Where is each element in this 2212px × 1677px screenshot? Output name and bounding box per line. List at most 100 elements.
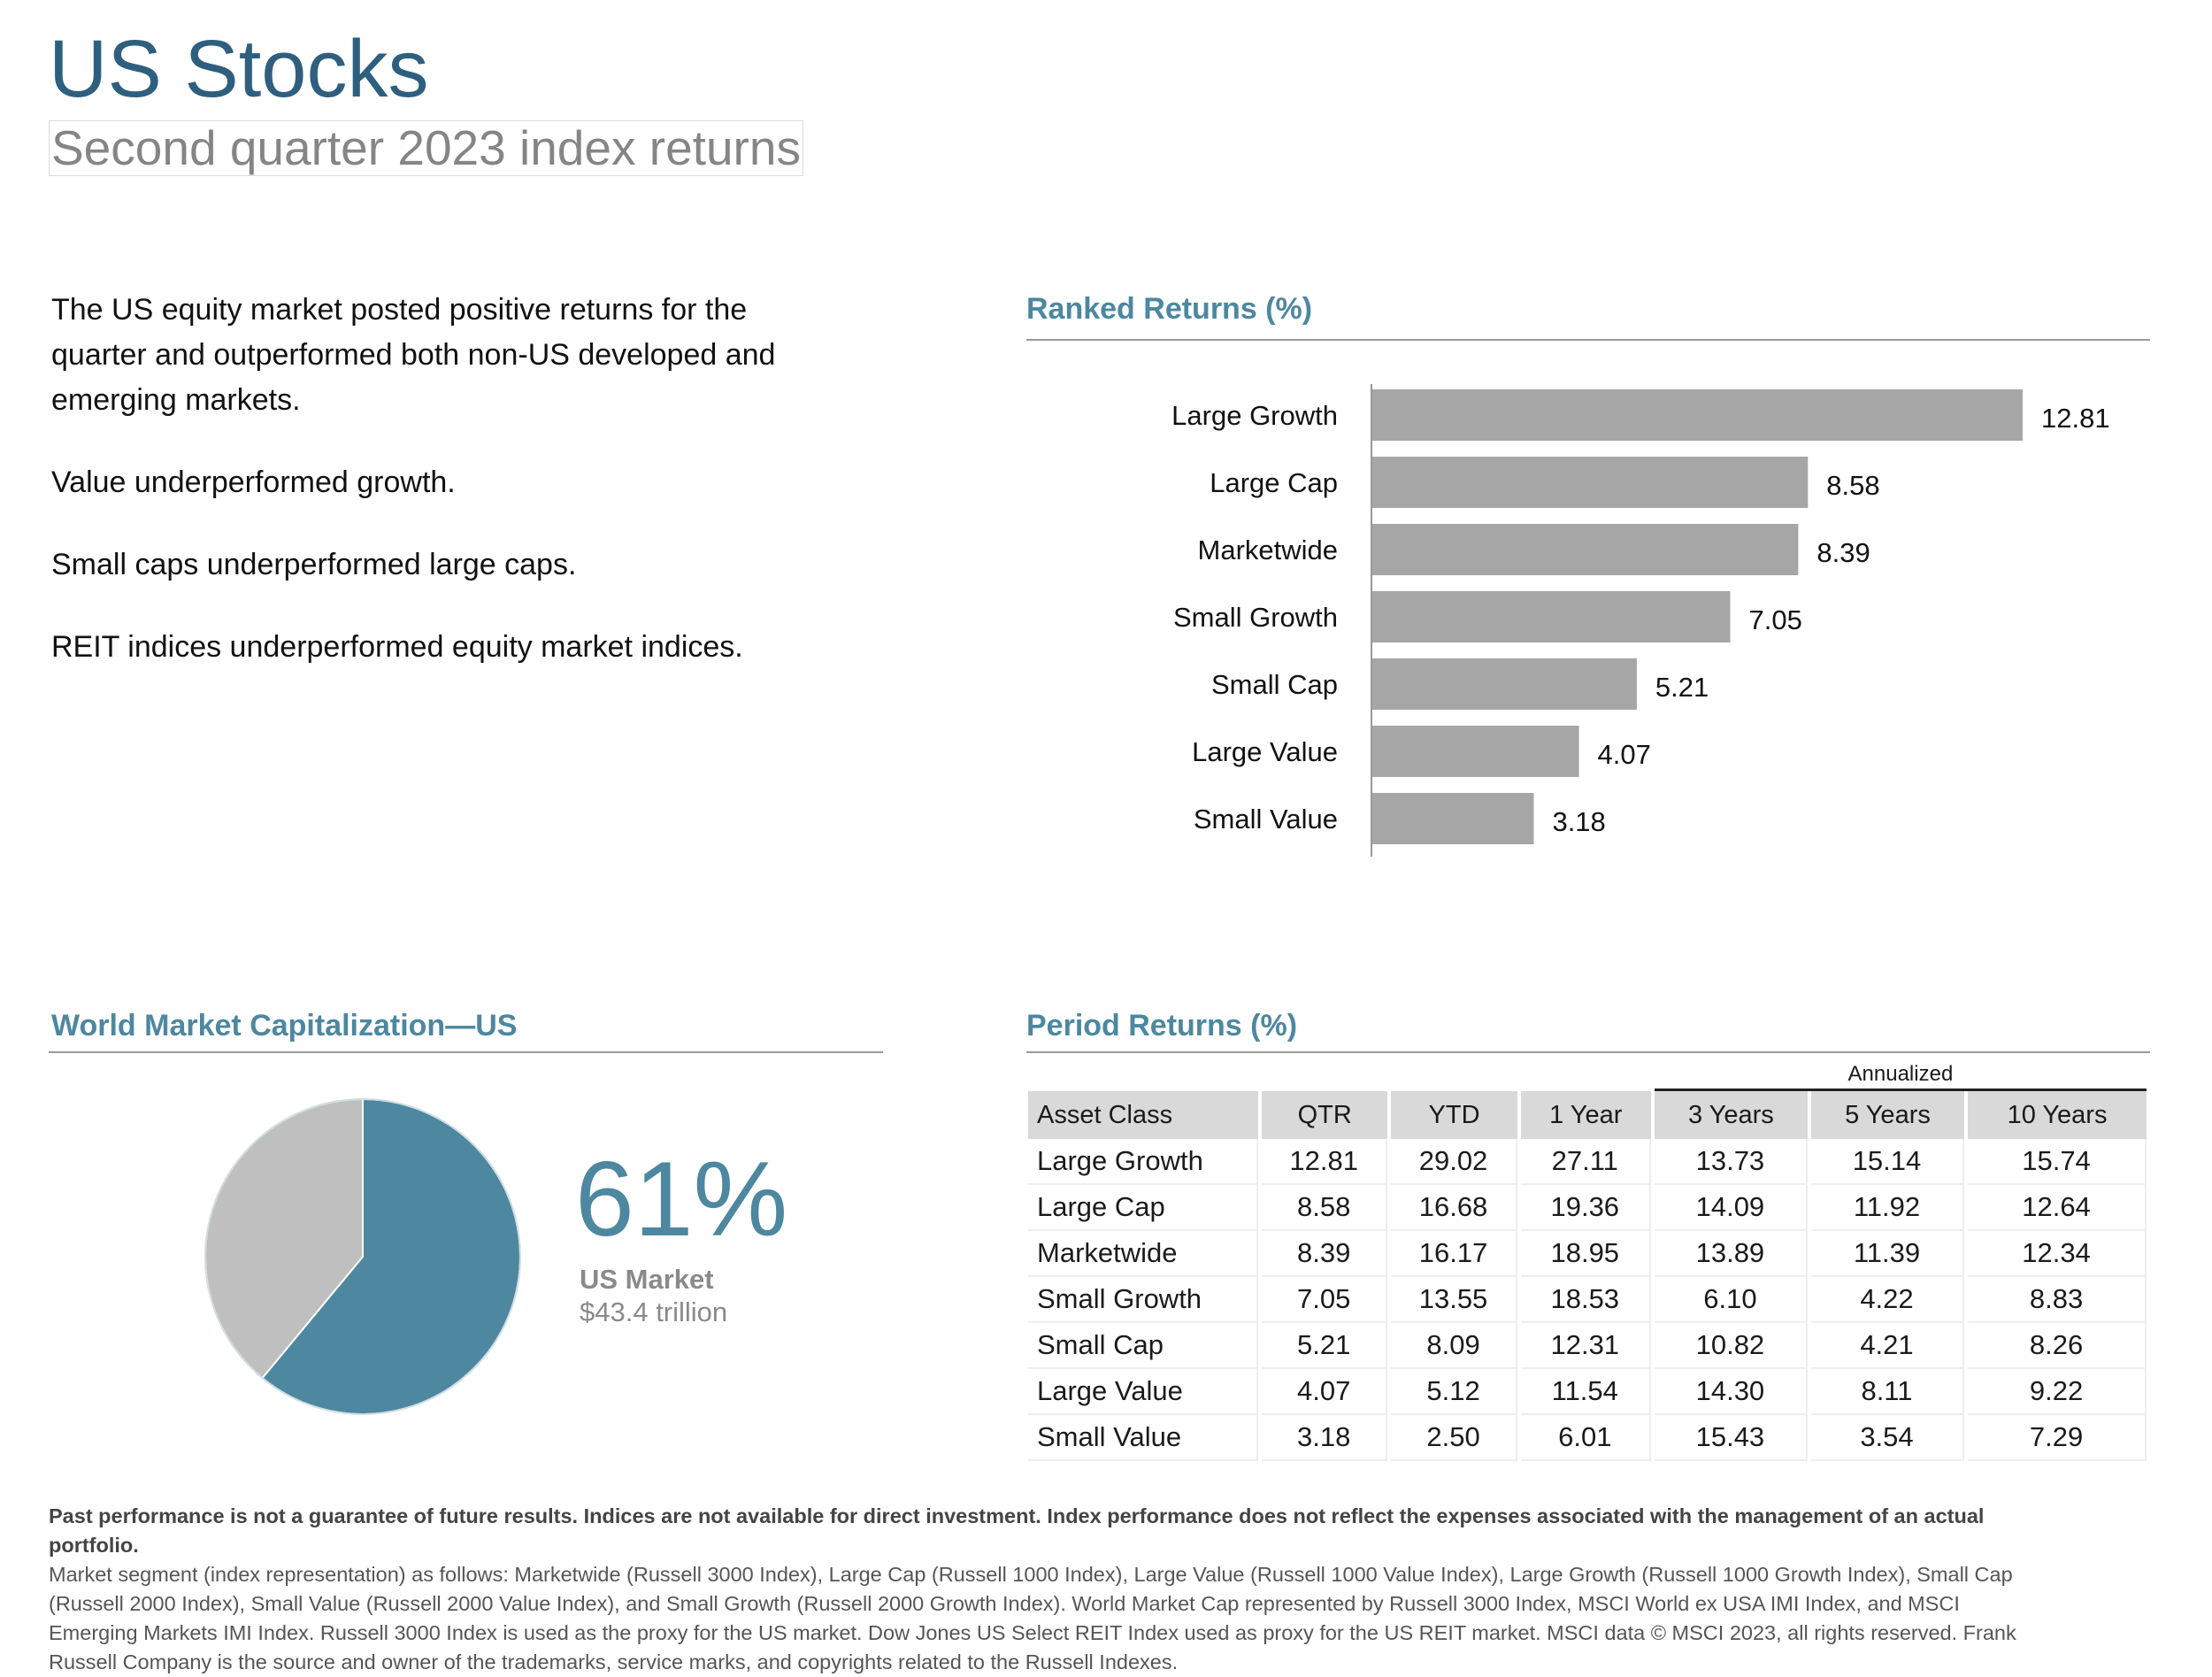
ranked-returns-chart: Large Growth 12.81 Large Cap 8.58 Marketwide… <box>1171 384 2110 857</box>
asset-class-cell: Marketwide <box>1028 1231 1258 1277</box>
return-cell: 16.17 <box>1391 1231 1517 1277</box>
category-label: Small Value <box>1194 804 1338 835</box>
return-cell: 4.07 <box>1262 1369 1388 1415</box>
category-label: Large Growth <box>1171 400 1338 431</box>
bar <box>1372 591 1731 642</box>
pie-outline <box>204 1098 521 1415</box>
data-label: 8.39 <box>1816 537 1870 568</box>
market-cap-pie <box>204 1097 521 1415</box>
return-cell: 12.31 <box>1520 1323 1651 1369</box>
category-label: Large Cap <box>1210 467 1338 498</box>
asset-class-cell: Small Cap <box>1028 1323 1258 1369</box>
table-row: Marketwide 8.39 16.17 18.95 13.89 11.39 12.34 <box>1028 1231 2147 1277</box>
return-cell: 11.92 <box>1810 1185 1965 1231</box>
return-cell: 5.12 <box>1391 1369 1517 1415</box>
summary-line: REIT indices underperformed equity marke… <box>51 630 743 664</box>
return-cell: 16.68 <box>1391 1185 1517 1231</box>
table-header-row: Asset Class QTR YTD 1 Year 3 Years 5 Yea… <box>1028 1091 2147 1139</box>
column-header: YTD <box>1391 1091 1517 1139</box>
page-subtitle: Second quarter 2023 index returns <box>49 120 803 176</box>
return-cell: 8.09 <box>1391 1323 1517 1369</box>
return-cell: 14.30 <box>1654 1369 1808 1415</box>
return-cell: 12.64 <box>1968 1185 2147 1231</box>
return-cell: 11.54 <box>1520 1369 1651 1415</box>
us-market-label: US Market <box>580 1264 714 1295</box>
column-header: QTR <box>1262 1091 1388 1139</box>
column-header: Asset Class <box>1028 1091 1258 1139</box>
column-header: 5 Years <box>1810 1091 1965 1139</box>
return-cell: 9.22 <box>1968 1369 2147 1415</box>
market-cap-rule <box>49 1051 883 1053</box>
data-label: 7.05 <box>1749 604 1802 635</box>
market-cap-heading: World Market Capitalization—US <box>51 1009 518 1042</box>
return-cell: 15.74 <box>1968 1139 2147 1185</box>
return-cell: 29.02 <box>1391 1139 1517 1185</box>
return-cell: 4.22 <box>1810 1277 1965 1323</box>
data-label: 5.21 <box>1655 672 1709 703</box>
period-returns-heading: Period Returns (%) <box>1026 1009 1298 1042</box>
table-body: Large Growth 12.81 29.02 27.11 13.73 15.14 15.… <box>1028 1139 2147 1461</box>
page-title: US Stocks <box>49 24 429 114</box>
us-market-percent: 61% <box>575 1140 788 1258</box>
category-label: Small Cap <box>1211 669 1338 700</box>
return-cell: 19.36 <box>1520 1185 1651 1231</box>
data-label: 8.58 <box>1826 470 1879 501</box>
return-cell: 4.21 <box>1810 1323 1965 1369</box>
asset-class-cell: Large Value <box>1028 1369 1258 1415</box>
footer-text: Market segment (index representation) as… <box>49 1563 2016 1673</box>
column-header: 1 Year <box>1520 1091 1651 1139</box>
asset-class-cell: Small Growth <box>1028 1277 1258 1323</box>
column-header: 10 Years <box>1968 1091 2147 1139</box>
summary-line: The US equity market posted positive ret… <box>51 293 776 417</box>
table-row: Large Cap 8.58 16.68 19.36 14.09 11.92 12.64 <box>1028 1185 2147 1231</box>
return-cell: 6.01 <box>1520 1415 1651 1461</box>
table-row: Large Growth 12.81 29.02 27.11 13.73 15.14 15.… <box>1028 1139 2147 1185</box>
bar <box>1372 793 1534 844</box>
summary-line: Value underperformed growth. <box>51 465 456 499</box>
column-header: 3 Years <box>1654 1091 1808 1139</box>
data-label: 12.81 <box>2041 403 2110 434</box>
return-cell: 15.14 <box>1810 1139 1965 1185</box>
return-cell: 2.50 <box>1391 1415 1517 1461</box>
bar <box>1372 726 1579 777</box>
bar <box>1372 457 1809 508</box>
return-cell: 12.81 <box>1262 1139 1388 1185</box>
us-market-value: $43.4 trillion <box>580 1296 728 1327</box>
return-cell: 12.34 <box>1968 1231 2147 1277</box>
annualized-label: Annualized <box>1654 1051 2147 1091</box>
return-cell: 3.54 <box>1810 1415 1965 1461</box>
return-cell: 7.05 <box>1262 1277 1388 1323</box>
return-cell: 15.43 <box>1654 1415 1808 1461</box>
return-cell: 5.21 <box>1262 1323 1388 1369</box>
category-label: Large Value <box>1192 736 1338 767</box>
return-cell: 6.10 <box>1654 1277 1808 1323</box>
footer-bold: Past performance is not a guarantee of f… <box>49 1504 1985 1557</box>
bar <box>1372 524 1799 575</box>
return-cell: 11.39 <box>1810 1231 1965 1277</box>
return-cell: 8.26 <box>1968 1323 2147 1369</box>
return-cell: 8.39 <box>1262 1231 1388 1277</box>
return-cell: 8.11 <box>1810 1369 1965 1415</box>
bar <box>1372 389 2023 441</box>
summary-text: The US equity market posted positive ret… <box>51 288 848 707</box>
annualized-row: Annualized <box>1028 1051 2147 1091</box>
table-row: Small Growth 7.05 13.55 18.53 6.10 4.22 8.83 <box>1028 1277 2147 1323</box>
period-returns-table: Annualized Asset Class QTR YTD 1 Year 3 … <box>1025 1051 2150 1461</box>
return-cell: 7.29 <box>1968 1415 2147 1461</box>
return-cell: 13.73 <box>1654 1139 1808 1185</box>
data-label: 3.18 <box>1552 806 1605 837</box>
return-cell: 3.18 <box>1262 1415 1388 1461</box>
bar <box>1372 658 1637 710</box>
ranked-returns-heading: Ranked Returns (%) <box>1026 292 1313 326</box>
category-label: Marketwide <box>1198 535 1339 565</box>
ranked-returns-rule <box>1026 339 2150 341</box>
asset-class-cell: Large Cap <box>1028 1185 1258 1231</box>
category-label: Small Growth <box>1173 602 1338 633</box>
table-row: Small Value 3.18 2.50 6.01 15.43 3.54 7.29 <box>1028 1415 2147 1461</box>
period-returns-rule <box>1026 1051 2150 1053</box>
return-cell: 8.58 <box>1262 1185 1388 1231</box>
return-cell: 13.89 <box>1654 1231 1808 1277</box>
asset-class-cell: Large Growth <box>1028 1139 1258 1185</box>
footer-disclaimer: Past performance is not a guarantee of f… <box>49 1502 2022 1677</box>
summary-line: Small caps underperformed large caps. <box>51 548 577 581</box>
